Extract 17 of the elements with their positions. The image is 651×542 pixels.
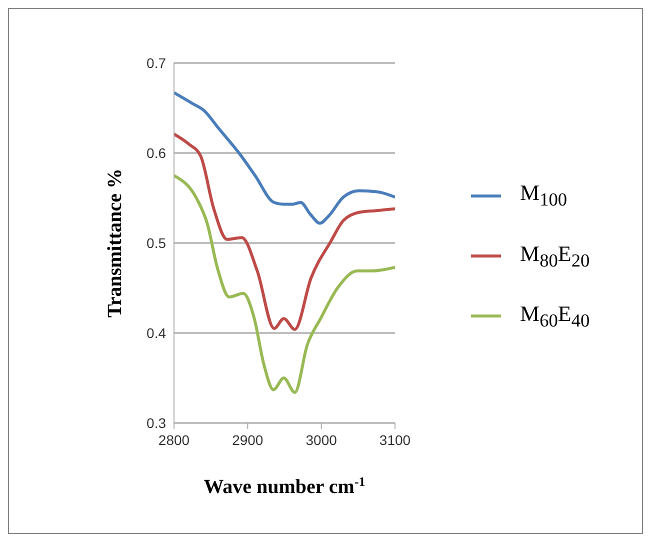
y-tick-label: 0.5 [146, 234, 166, 251]
line-series [174, 132, 395, 331]
y-tick-label: 0.3 [146, 414, 166, 431]
y-axis-title: Transmittance % [104, 168, 126, 318]
x-axis-title: Wave number cm$^{-1}$ [204, 474, 366, 498]
x-tick-label: 3100 [379, 432, 411, 448]
legend-label: M$_{80}$E$_{20}$ [520, 240, 590, 272]
x-tick-label: 3000 [306, 432, 338, 448]
y-tick-label: 0.4 [146, 324, 166, 341]
line-series [174, 174, 395, 394]
line-series [174, 91, 395, 225]
legend-label: M$_{100}$ [520, 180, 568, 211]
legend-label: M$_{60}$E$_{40}$ [520, 301, 590, 332]
x-tick-label: 2800 [158, 432, 190, 448]
y-tick-label: 0.7 [146, 54, 166, 71]
y-tick-label: 0.6 [146, 144, 166, 161]
x-tick-label: 2900 [232, 432, 264, 448]
